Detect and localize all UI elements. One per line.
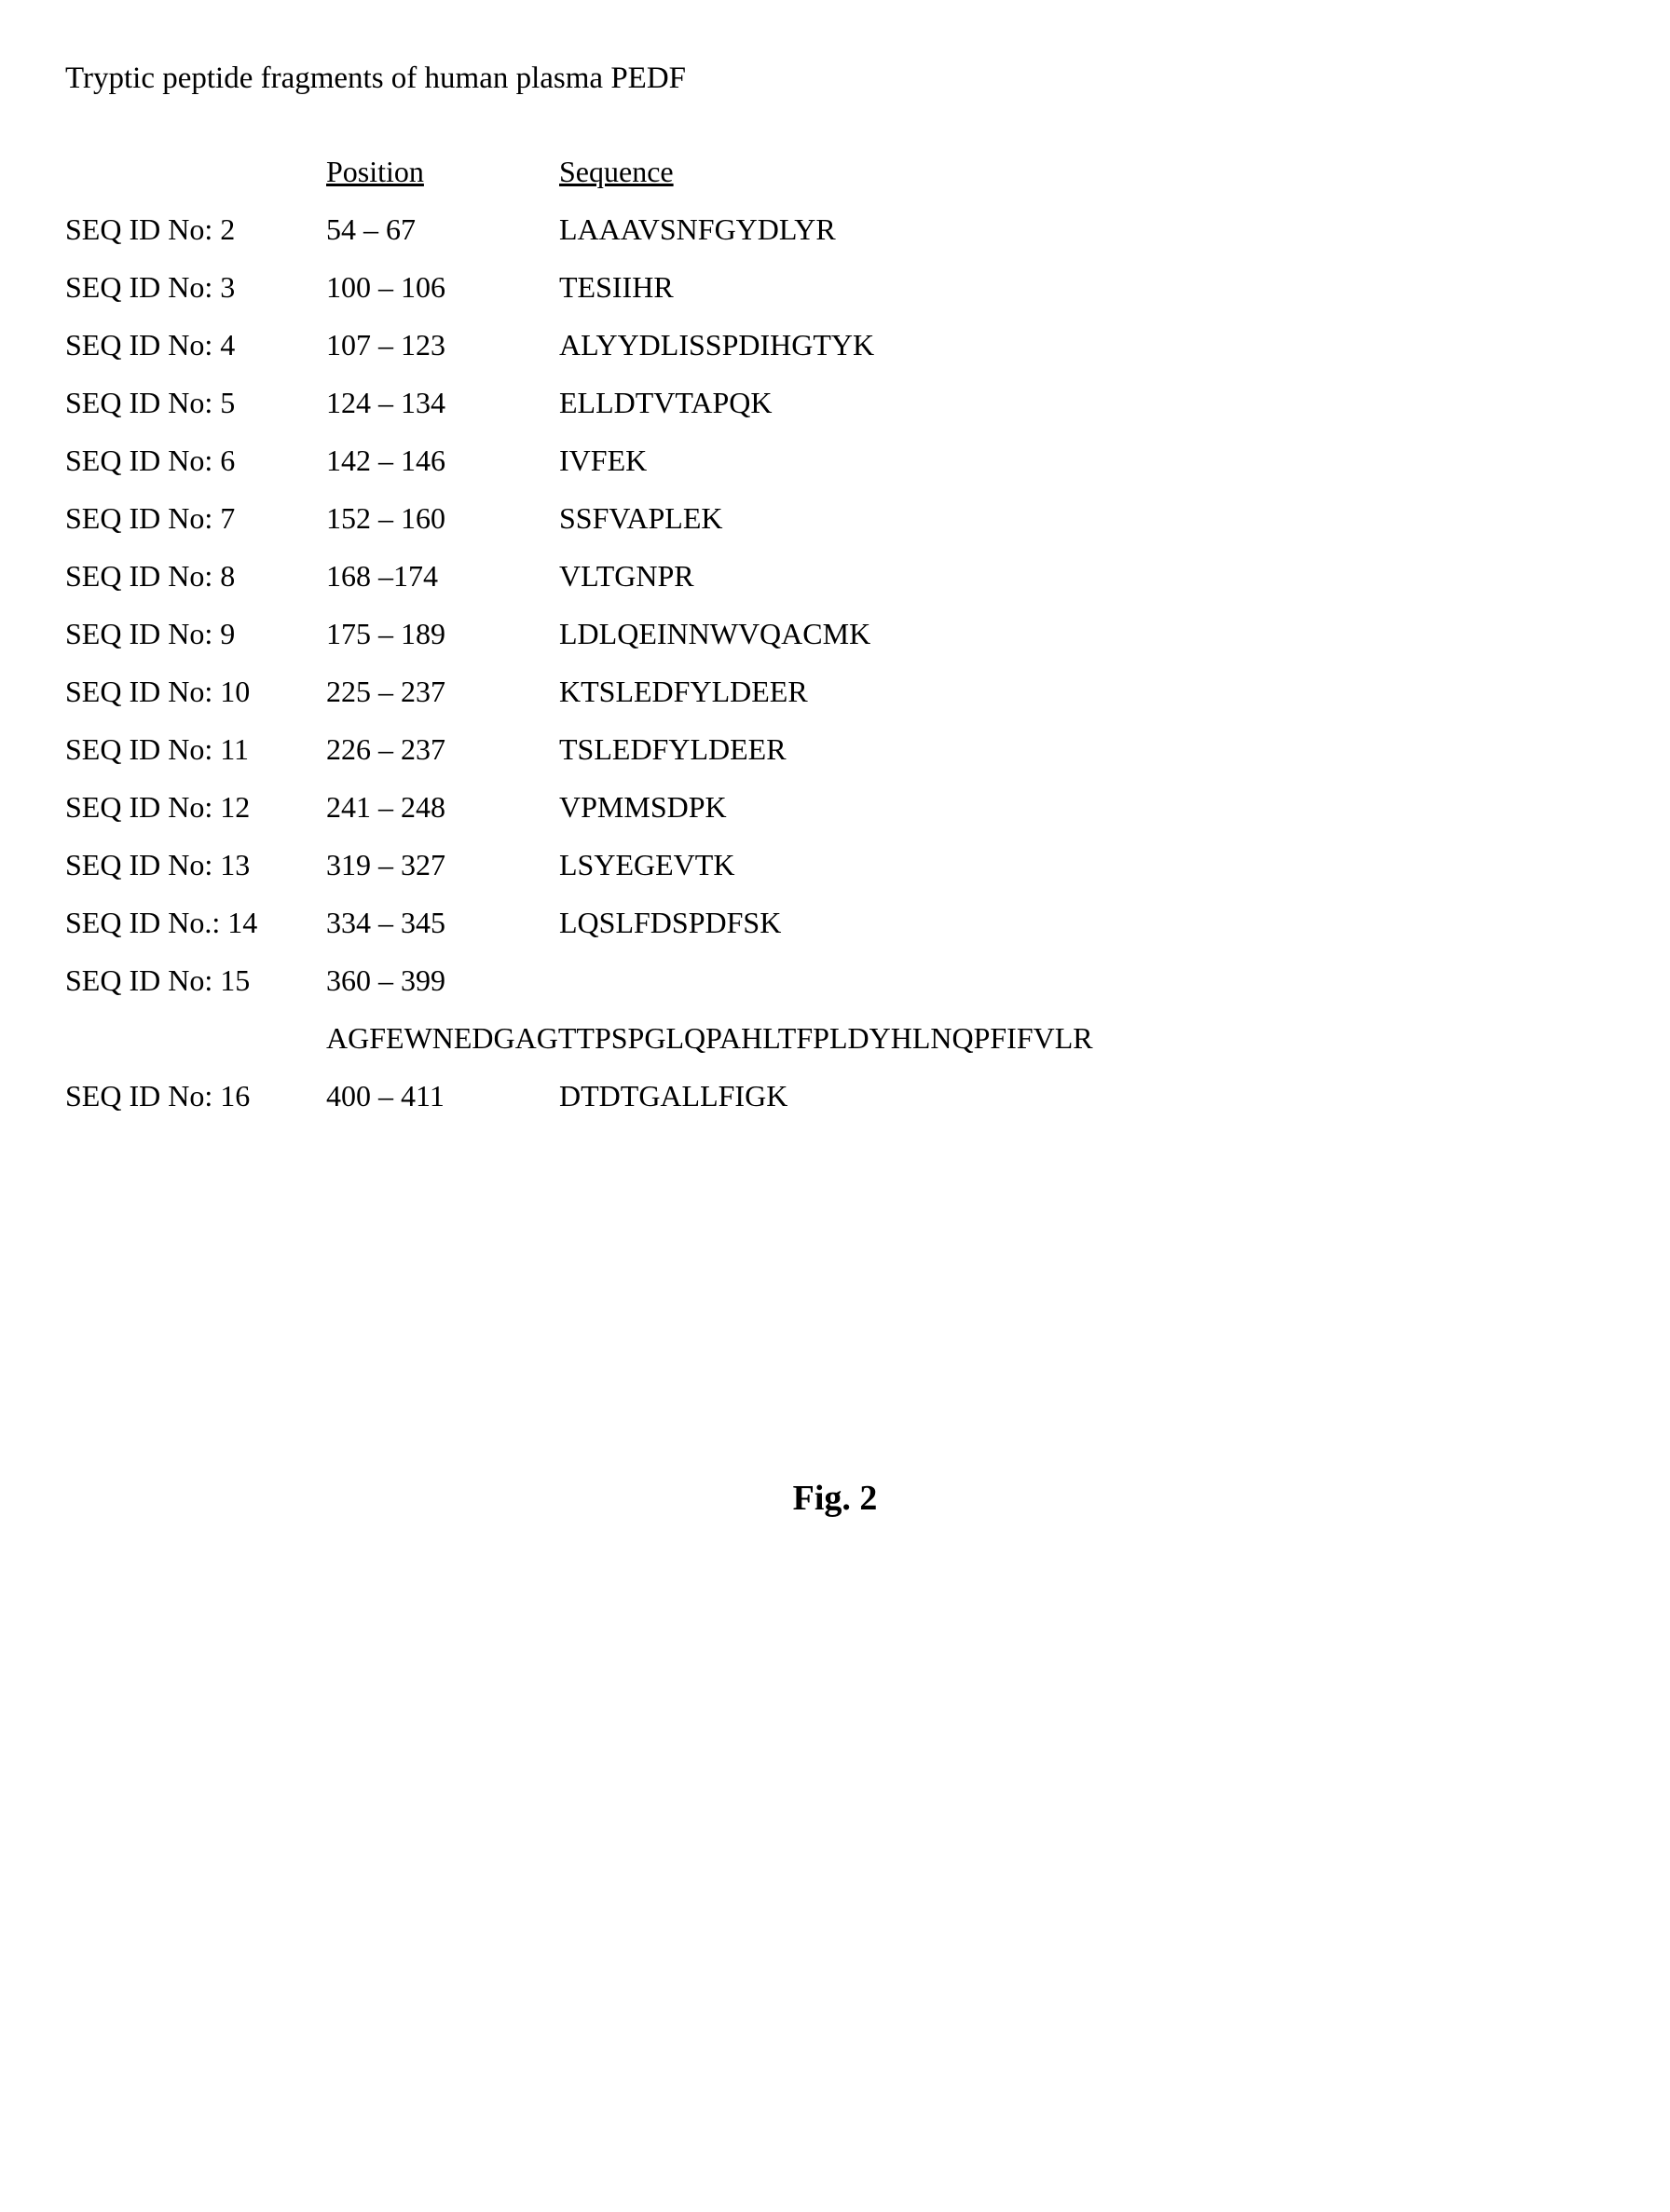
seq-position: 54 – 67 (326, 207, 559, 252)
seq-position: 175 – 189 (326, 611, 559, 656)
header-sequence: Sequence (559, 149, 1605, 194)
seq-sequence: LSYEGEVTK (559, 842, 1605, 887)
seq-id: SEQ ID No.: 14 (65, 900, 326, 945)
seq-position: 360 – 399 (326, 958, 559, 1003)
seq-position: 124 – 134 (326, 380, 559, 425)
seq-position: 400 – 411 (326, 1073, 559, 1118)
seq-id: SEQ ID No: 16 (65, 1073, 326, 1118)
seq-id: SEQ ID No: 15 (65, 958, 326, 1003)
seq-id: SEQ ID No: 13 (65, 842, 326, 887)
seq-sequence: ELLDTVTAPQK (559, 380, 1605, 425)
seq-sequence: VLTGNPR (559, 553, 1605, 598)
seq-id: SEQ ID No: 5 (65, 380, 326, 425)
seq-id: SEQ ID No: 10 (65, 669, 326, 714)
seq-sequence: DTDTGALLFIGK (559, 1073, 1605, 1118)
peptide-table: Position Sequence SEQ ID No: 2 54 – 67 L… (65, 149, 1605, 1118)
seq-position: 319 – 327 (326, 842, 559, 887)
seq-position: 241 – 248 (326, 785, 559, 829)
seq-id: SEQ ID No: 9 (65, 611, 326, 656)
seq-position: 152 – 160 (326, 496, 559, 540)
seq-position: 334 – 345 (326, 900, 559, 945)
seq-id: SEQ ID No: 12 (65, 785, 326, 829)
seq-id (65, 1016, 326, 1060)
seq-position: 100 – 106 (326, 265, 559, 309)
seq-sequence: IVFEK (559, 438, 1605, 483)
seq-sequence: AGFEWNEDGAGTTPSPGLQPAHLTFPLDYHLNQPFIFVLR (326, 1016, 1605, 1060)
seq-sequence: VPMMSDPK (559, 785, 1605, 829)
seq-sequence: TESIIHR (559, 265, 1605, 309)
figure-label: Fig. 2 (65, 1472, 1605, 1525)
seq-id: SEQ ID No: 7 (65, 496, 326, 540)
seq-sequence (559, 958, 1605, 1003)
seq-position: 107 – 123 (326, 322, 559, 367)
seq-id: SEQ ID No: 11 (65, 727, 326, 771)
seq-position: 225 – 237 (326, 669, 559, 714)
seq-position: 226 – 237 (326, 727, 559, 771)
seq-position: 142 – 146 (326, 438, 559, 483)
seq-position: 168 –174 (326, 553, 559, 598)
seq-sequence: SSFVAPLEK (559, 496, 1605, 540)
seq-sequence: LQSLFDSPDFSK (559, 900, 1605, 945)
seq-sequence: LDLQEINNWVQACMK (559, 611, 1605, 656)
seq-sequence: ALYYDLISSPDIHGTYK (559, 322, 1605, 367)
header-position: Position (326, 149, 559, 194)
header-blank (65, 149, 326, 194)
seq-id: SEQ ID No: 2 (65, 207, 326, 252)
seq-id: SEQ ID No: 6 (65, 438, 326, 483)
seq-sequence: KTSLEDFYLDEER (559, 669, 1605, 714)
seq-sequence: LAAAVSNFGYDLYR (559, 207, 1605, 252)
seq-id: SEQ ID No: 3 (65, 265, 326, 309)
seq-id: SEQ ID No: 8 (65, 553, 326, 598)
page-title: Tryptic peptide fragments of human plasm… (65, 56, 1605, 102)
seq-sequence: TSLEDFYLDEER (559, 727, 1605, 771)
seq-id: SEQ ID No: 4 (65, 322, 326, 367)
